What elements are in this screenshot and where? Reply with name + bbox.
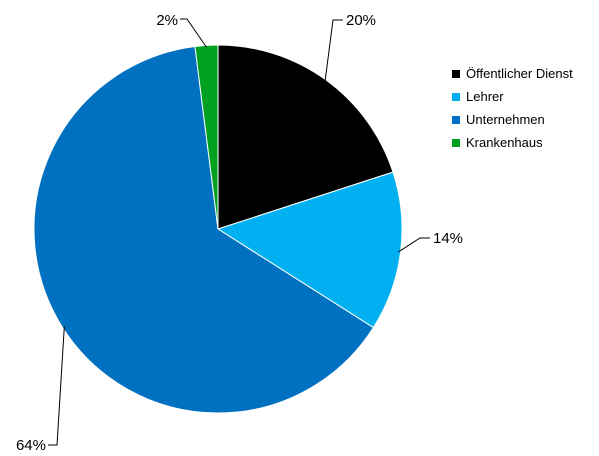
legend-label: Öffentlicher Dienst [466, 66, 573, 81]
legend-item: Lehrer [452, 85, 573, 108]
data-label: 64% [16, 437, 46, 454]
legend-label: Unternehmen [466, 112, 545, 127]
legend-item: Unternehmen [452, 108, 573, 131]
legend: Öffentlicher Dienst Lehrer Unternehmen Kran… [452, 62, 573, 154]
data-label: 14% [433, 230, 463, 247]
legend-item: Öffentlicher Dienst [452, 62, 573, 85]
legend-swatch [452, 115, 460, 124]
pie-slice-lehrer [216, 171, 403, 329]
legend-label: Krankenhaus [466, 135, 543, 150]
leader-line [398, 237, 430, 253]
legend-swatch [452, 138, 460, 147]
data-label: 20% [346, 12, 376, 29]
leader-line [48, 326, 65, 446]
leader-line [180, 18, 207, 48]
legend-label: Lehrer [466, 89, 504, 104]
data-labels: 20% 14% 64% 2% [16, 12, 463, 454]
pie-slice-öffentlicher-dienst [217, 44, 394, 230]
leader-line [324, 19, 343, 82]
legend-item: Krankenhaus [452, 131, 573, 154]
pie-slice-unternehmen [33, 45, 375, 414]
pie-slice-krankenhaus [194, 44, 219, 230]
pie-slices [33, 44, 403, 414]
legend-swatch [452, 92, 460, 101]
leader-lines [48, 18, 430, 446]
data-label: 2% [156, 12, 178, 29]
legend-swatch [452, 69, 460, 78]
